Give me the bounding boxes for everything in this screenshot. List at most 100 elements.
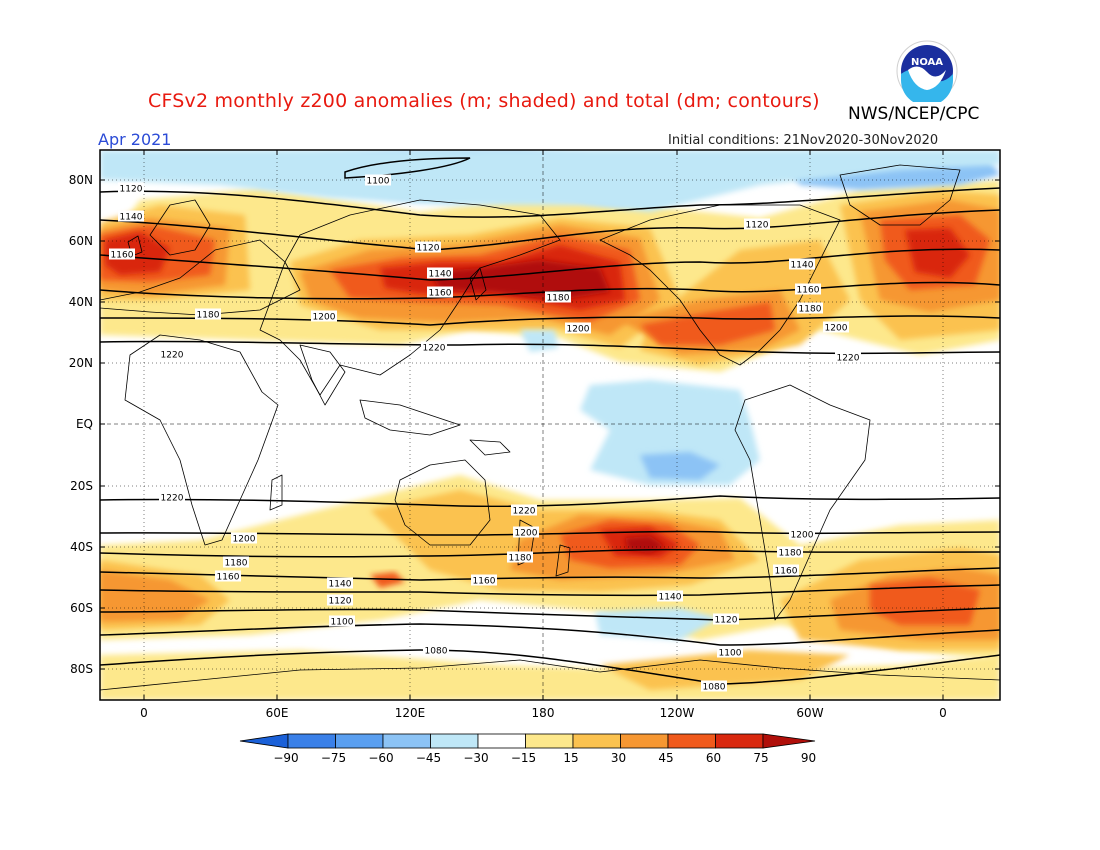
contour-label: 1180 [547, 294, 570, 304]
contour-label: 1220 [161, 351, 184, 361]
colorbar-label: 30 [611, 751, 626, 765]
colorbar-segment [382, 733, 431, 749]
contour-label: 1160 [111, 251, 134, 261]
map-frame [99, 149, 1001, 701]
height-contours [100, 157, 1000, 685]
contour-line-9 [100, 548, 1000, 558]
anomaly-region-35 [580, 380, 760, 485]
contour-line-2 [100, 209, 1000, 251]
colorbar-arrow-left [239, 733, 289, 749]
contour-label-box [744, 218, 770, 230]
contour-label: 1200 [515, 529, 538, 539]
contour-label-box [327, 577, 353, 589]
contour-line-12 [100, 607, 1000, 621]
coastline-10 [839, 164, 961, 226]
contour-label: 1120 [417, 244, 440, 254]
logo-text: NOAA [911, 57, 943, 68]
contour-label-box [777, 546, 803, 558]
contour-label: 1140 [329, 580, 352, 590]
contour-label-box [118, 182, 144, 194]
contour-label: 1180 [799, 305, 822, 315]
colorbar-segment [620, 733, 669, 749]
coastline-3 [259, 199, 561, 396]
contour-line-10 [100, 567, 1000, 581]
contour-label-box [795, 283, 821, 295]
contour-line-1 [100, 187, 1000, 218]
contour-label: 1180 [509, 554, 532, 564]
contour-label: 1140 [659, 593, 682, 603]
lat-label: EQ [76, 417, 93, 431]
contour-label: 1220 [837, 354, 860, 364]
anomaly-region-25 [870, 578, 980, 625]
colorbar-segment [525, 733, 574, 749]
contour-label: 1200 [825, 324, 848, 334]
colorbar-segment [715, 733, 764, 749]
colorbar-segment [335, 733, 384, 749]
contour-label-box [797, 302, 823, 314]
lat-label: 20S [70, 479, 93, 493]
lat-axis-labels: 80N 60N 40N 20N EQ 20S 40S 60S 80S [69, 173, 1000, 676]
anomaly-region-34 [100, 150, 1000, 212]
lon-label: 180 [532, 706, 555, 720]
colorbar-segment [572, 733, 621, 749]
lon-label: 120W [660, 706, 695, 720]
contour-label-box [773, 564, 799, 576]
contour-label-box [545, 291, 571, 303]
anomaly-region-21 [100, 570, 210, 622]
contour-label: 1100 [331, 618, 354, 628]
colorbar-label: −15 [511, 751, 536, 765]
contour-label-box [565, 322, 591, 334]
contour-label-box [717, 646, 743, 658]
contour-label-box [329, 615, 355, 627]
lat-label: 20N [69, 356, 93, 370]
lat-label: 60S [70, 601, 93, 615]
coastline-12 [100, 659, 1000, 700]
contour-line-7 [100, 495, 1000, 508]
contour-label: 1200 [791, 531, 814, 541]
lat-label: 60N [69, 234, 93, 248]
colorbar: −90 −75 −60 −45 −30 −15 15 30 45 60 75 90 [239, 733, 816, 765]
contour-label: 1100 [367, 177, 390, 187]
contour-label: 1160 [429, 289, 452, 299]
colorbar-label: −90 [273, 751, 298, 765]
contour-line-14 [100, 649, 1000, 685]
colorbar-label: 75 [753, 751, 768, 765]
contour-label-box [701, 680, 727, 692]
noaa-logo-icon: NOAA [896, 40, 958, 102]
contour-label: 1120 [329, 597, 352, 607]
anomaly-region-36 [640, 452, 720, 480]
lon-label: 60W [796, 706, 823, 720]
contour-label-box [365, 174, 391, 186]
lon-label: 60E [266, 706, 289, 720]
contour-label-box [511, 504, 537, 516]
contour-label-box [223, 556, 249, 568]
contour-label: 1200 [567, 325, 590, 335]
contour-label-box [415, 241, 441, 253]
contour-line-5 [100, 315, 1000, 326]
anomaly-region-38 [595, 608, 720, 640]
colorbar-label: −75 [321, 751, 346, 765]
coastline-5 [359, 399, 461, 436]
colorbar-arrow-right [762, 733, 816, 749]
colorbar-label: 90 [801, 751, 816, 765]
contour-label: 1080 [425, 647, 448, 657]
contour-label-box [159, 491, 185, 503]
colorbar-segment [287, 733, 336, 749]
colorbar-label: 15 [563, 751, 578, 765]
contour-label: 1120 [715, 616, 738, 626]
contour-label: 1220 [513, 507, 536, 517]
contour-label-box [789, 258, 815, 270]
colorbar-label: 60 [706, 751, 721, 765]
contour-label: 1200 [313, 313, 336, 323]
contour-label-box [713, 613, 739, 625]
contour-line-8 [100, 530, 1000, 536]
contour-label-box [471, 574, 497, 586]
contour-label: 1200 [233, 535, 256, 545]
colorbar-label: −60 [368, 751, 393, 765]
lon-label: 0 [140, 706, 148, 720]
contour-label-box [159, 348, 185, 360]
anomaly-region-37 [520, 330, 558, 352]
contour-label: 1140 [120, 213, 143, 223]
contour-label: 1100 [719, 649, 742, 659]
